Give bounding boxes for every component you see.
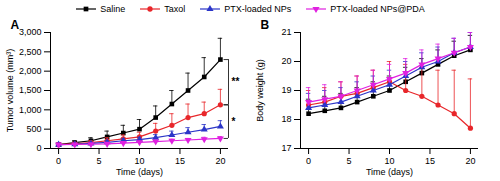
svg-text:*: * [232,116,236,127]
svg-text:2,000: 2,000 [19,66,42,76]
svg-text:A: A [11,18,20,32]
svg-text:Tumor volume (mm³): Tumor volume (mm³) [5,49,15,133]
svg-text:20: 20 [281,56,291,66]
svg-text:15: 15 [425,156,435,166]
svg-text:19: 19 [281,85,291,95]
svg-text:0: 0 [36,143,41,153]
svg-text:500: 500 [26,124,41,134]
svg-text:**: ** [232,76,240,87]
html-text:Taxol: Taxol [164,4,186,14]
html-text:PTX-loaded NPs@PDA: PTX-loaded NPs@PDA [330,4,425,14]
svg-text:Time (days): Time (days) [116,167,163,177]
svg-text:0: 0 [56,156,61,166]
svg-text:B: B [261,18,270,32]
svg-text:10: 10 [134,156,144,166]
svg-text:20: 20 [465,156,475,166]
svg-text:0: 0 [306,156,311,166]
html-text:PTX-loaded NPs: PTX-loaded NPs [224,4,292,14]
svg-text:15: 15 [175,156,185,166]
svg-text:Time (days): Time (days) [366,167,413,177]
svg-text:3,000: 3,000 [19,27,42,37]
svg-text:17: 17 [281,143,291,153]
svg-text:18: 18 [281,114,291,124]
svg-text:20: 20 [215,156,225,166]
svg-text:21: 21 [281,27,291,37]
svg-text:10: 10 [384,156,394,166]
html-text:Saline: Saline [100,4,126,14]
svg-text:2,500: 2,500 [19,47,42,57]
svg-text:Body weight (g): Body weight (g) [255,59,265,122]
svg-text:5: 5 [347,156,352,166]
svg-text:5: 5 [97,156,102,166]
svg-text:1,000: 1,000 [19,105,42,115]
svg-text:1,500: 1,500 [19,85,42,95]
